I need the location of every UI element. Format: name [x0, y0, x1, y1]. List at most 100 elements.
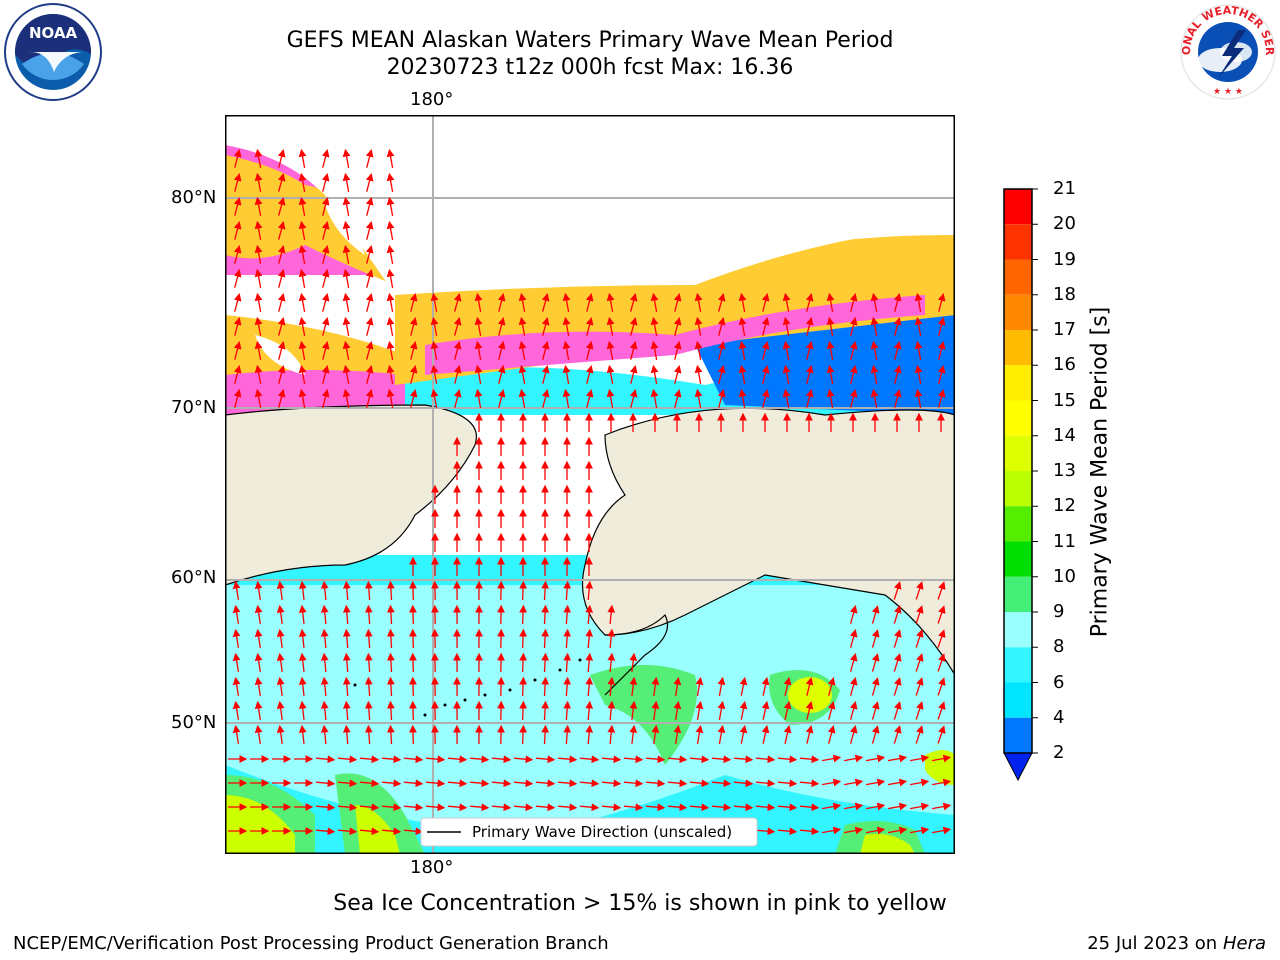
wave-direction-arrow — [931, 754, 952, 763]
wave-direction-arrow — [386, 340, 395, 361]
wave-direction-arrow — [915, 629, 924, 648]
wave-direction-arrow — [650, 364, 659, 385]
wave-direction-arrow — [321, 293, 330, 312]
wave-direction-arrow — [870, 364, 879, 385]
wave-direction-arrow — [739, 700, 748, 720]
wave-direction-arrow — [254, 700, 263, 720]
wave-direction-arrow — [497, 317, 506, 336]
wave-direction-arrow — [557, 755, 578, 764]
wave-direction-arrow — [887, 802, 908, 811]
wave-direction-arrow — [601, 779, 622, 788]
wave-direction-arrow — [403, 779, 424, 788]
wave-direction-arrow — [298, 268, 307, 289]
page-subtitle: 20230723 t12z 000h fcst Max: 16.36 — [386, 55, 794, 80]
wave-direction-arrow — [937, 701, 946, 720]
colorbar-segment — [1004, 647, 1032, 683]
wave-direction-arrow — [585, 293, 594, 312]
wave-direction-arrow — [799, 779, 820, 788]
wave-direction-arrow — [849, 365, 858, 384]
wave-direction-arrow — [447, 779, 468, 788]
wave-direction-arrow — [403, 803, 424, 812]
wave-direction-arrow — [474, 388, 483, 409]
wave-direction-arrow — [827, 701, 836, 720]
wave-direction-arrow — [277, 365, 286, 384]
wave-direction-arrow — [320, 724, 329, 745]
wave-direction-arrow — [585, 724, 594, 745]
wave-direction-arrow — [342, 628, 351, 649]
wave-direction-arrow — [541, 341, 550, 360]
wave-direction-arrow — [689, 755, 710, 764]
wave-direction-arrow — [717, 365, 726, 384]
wave-direction-arrow — [409, 365, 418, 384]
lat-label-80: 80°N — [171, 187, 217, 208]
wave-direction-arrow — [298, 340, 307, 361]
wave-direction-arrow — [893, 725, 902, 744]
wave-direction-arrow — [359, 779, 380, 788]
wave-direction-arrow — [629, 700, 638, 720]
colorbar-tick-label: 18 — [1053, 283, 1076, 305]
wave-direction-arrow — [298, 148, 307, 169]
wave-direction-arrow — [320, 628, 329, 649]
wave-direction-arrow — [755, 827, 776, 836]
wave-direction-arrow — [843, 754, 864, 763]
colorbar-segment — [1004, 330, 1032, 366]
wave-direction-arrow — [651, 700, 660, 720]
wave-direction-arrow — [937, 317, 946, 336]
wave-direction-arrow — [843, 778, 864, 787]
colorbar-segment — [1004, 682, 1032, 718]
wave-direction-arrow — [474, 364, 483, 385]
wave-direction-arrow — [497, 389, 506, 408]
wave-direction-arrow — [491, 779, 512, 788]
wave-direction-arrow — [717, 676, 726, 697]
colorbar-label: Primary Wave Mean Period [s] — [1087, 306, 1113, 638]
wave-direction-arrow — [865, 754, 886, 763]
wave-direction-arrow — [650, 292, 659, 313]
wave-direction-arrow — [386, 172, 395, 193]
colorbar-segment — [1004, 294, 1032, 330]
wave-direction-arrow — [320, 604, 329, 625]
wave-direction-arrow — [607, 652, 616, 673]
wave-direction-arrow — [298, 628, 307, 648]
wave-direction-arrow — [497, 365, 506, 384]
wave-direction-arrow — [519, 628, 528, 649]
wave-direction-arrow — [717, 317, 726, 336]
wave-direction-arrow — [381, 755, 402, 764]
top-longitude-label: 180° — [410, 89, 454, 110]
wave-direction-arrow — [562, 388, 571, 409]
wave-direction-arrow — [365, 389, 374, 408]
wave-direction-arrow — [233, 317, 242, 336]
wave-direction-arrow — [914, 388, 923, 409]
wave-direction-arrow — [254, 604, 263, 624]
wave-direction-arrow — [667, 755, 688, 764]
wave-direction-arrow — [298, 292, 307, 313]
ocean-period-2-4 — [695, 315, 955, 415]
wave-direction-arrow — [535, 755, 556, 764]
wave-direction-arrow — [871, 629, 880, 648]
wave-direction-arrow — [893, 581, 902, 600]
wave-direction-arrow — [298, 700, 307, 720]
wave-direction-arrow — [849, 629, 858, 648]
wave-direction-arrow — [761, 700, 770, 720]
wave-direction-arrow — [364, 724, 373, 745]
wave-direction-arrow — [298, 604, 307, 624]
wave-direction-arrow — [871, 725, 880, 744]
wave-direction-arrow — [386, 364, 395, 385]
wave-direction-arrow — [513, 779, 534, 788]
wave-direction-arrow — [849, 317, 858, 336]
wave-direction-arrow — [409, 341, 418, 360]
wave-direction-arrow — [694, 316, 703, 337]
wave-direction-arrow — [233, 173, 242, 192]
colorbar-segment — [1004, 576, 1032, 612]
wave-direction-arrow — [739, 676, 748, 696]
wave-direction-arrow — [277, 245, 286, 264]
wave-direction-arrow — [277, 149, 286, 168]
wave-direction-arrow — [585, 700, 594, 721]
wave-direction-arrow — [321, 221, 330, 240]
wave-direction-arrow — [893, 605, 902, 624]
wave-direction-arrow — [821, 754, 842, 763]
wave-direction-arrow — [364, 676, 373, 697]
wave-direction-arrow — [430, 340, 439, 361]
wave-direction-arrow — [782, 316, 791, 337]
wave-direction-arrow — [782, 388, 791, 409]
wave-direction-arrow — [342, 196, 351, 217]
